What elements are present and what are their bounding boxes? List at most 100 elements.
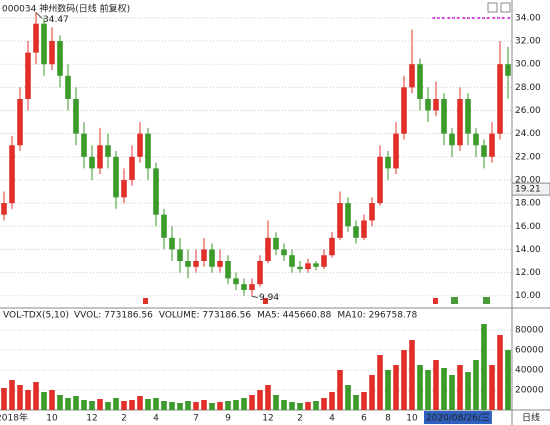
candle-body: [217, 261, 223, 267]
volume-bar: [369, 375, 375, 410]
x-tick-label: 7: [193, 414, 199, 424]
y-tick-label: 12.00: [515, 268, 541, 278]
volume-bar: [17, 385, 23, 410]
y-tick-label: 40000: [515, 366, 544, 376]
candle-body: [49, 41, 55, 65]
volume-bar: [185, 401, 191, 410]
candle-body: [225, 261, 231, 279]
event-icon: [143, 298, 148, 304]
volume-bar: [425, 370, 431, 410]
volume-bar: [217, 402, 223, 410]
volume-bar: [169, 402, 175, 410]
volume-bar: [433, 360, 439, 410]
volume-bar: [41, 392, 47, 410]
button[interactable]: [500, 2, 511, 13]
y-tick-label: 22.00: [515, 152, 541, 162]
volume-bar: [401, 350, 407, 410]
volume-bar: [193, 402, 199, 410]
candle-body: [409, 64, 415, 88]
volume-bar: [57, 395, 63, 410]
volume-bar: [353, 395, 359, 410]
volume-bar: [481, 324, 487, 410]
volume-bar: [281, 400, 287, 410]
volume-bar: [137, 396, 143, 410]
x-tick-label: 4: [329, 414, 335, 424]
candle-body: [433, 98, 439, 111]
x-tick-label: 9: [225, 414, 231, 424]
volume-bar: [129, 400, 135, 410]
candle-body: [177, 249, 183, 262]
x-tick-label: 12: [86, 414, 97, 424]
annotation-leader: [251, 295, 259, 298]
x-tick-label: 10: [46, 414, 58, 424]
y-tick-label: 80000: [515, 326, 544, 336]
x-tick-label: 12: [262, 414, 273, 424]
candle-body: [137, 133, 143, 157]
volume-bar: [97, 399, 103, 410]
candle-body: [73, 98, 79, 134]
candle-body: [505, 64, 511, 76]
volume-bar: [441, 368, 447, 410]
volume-bar: [497, 335, 503, 410]
chart-title: 000034 神州数码(日线 前复权): [2, 3, 130, 15]
x-tick-label: 8: [385, 414, 391, 424]
button[interactable]: [487, 2, 498, 13]
candle-body: [345, 203, 351, 227]
candle-body: [449, 133, 455, 146]
volume-bar: [121, 401, 127, 410]
y-tick-label: 34.00: [515, 13, 541, 23]
panel-title: VOL-TDX(5,10): [3, 311, 69, 321]
volume-bar: [393, 365, 399, 410]
volume-bar: [305, 402, 311, 410]
event-icon: [483, 297, 490, 304]
candle-body: [305, 263, 311, 270]
annotation-leader: [35, 12, 43, 19]
candle-body: [481, 145, 487, 157]
candle-body: [281, 249, 287, 256]
candle-body: [401, 87, 407, 134]
candle-body: [441, 98, 447, 134]
candle-body: [129, 156, 135, 180]
volume-bar: [161, 401, 167, 410]
event-icon: [451, 297, 458, 304]
volume-bar: [113, 398, 119, 410]
candle-body: [329, 237, 335, 256]
candle-body: [1, 203, 7, 215]
volume-bar: [385, 370, 391, 410]
volume-bar: [257, 390, 263, 410]
volume-bar: [177, 403, 183, 410]
candle-body: [377, 156, 383, 204]
candle-body: [113, 156, 119, 198]
y-tick-label: 20.00: [515, 175, 541, 185]
candle-body: [105, 145, 111, 157]
indicator-label: VOLUME: 773186.56: [159, 311, 252, 321]
y-tick-label: 16.00: [515, 222, 541, 232]
candle-body: [289, 255, 295, 267]
x-tick-label: 4: [153, 414, 159, 424]
last-price-box: [511, 182, 550, 196]
candle-body: [17, 98, 23, 146]
volume-bar: [457, 365, 463, 410]
candle-body: [185, 261, 191, 267]
y-tick-label: 26.00: [515, 106, 541, 116]
indicator-label: MA10: 296758.78: [337, 311, 417, 321]
volume-bar: [289, 402, 295, 410]
y-tick-label: 28.00: [515, 83, 541, 93]
y-tick-label: 60000: [515, 346, 544, 356]
volume-bar: [489, 365, 495, 410]
volume-bar: [209, 403, 215, 410]
candle-body: [353, 226, 359, 238]
candle-body: [241, 284, 247, 290]
y-tick-label: 10.00: [515, 291, 541, 301]
volume-bar: [201, 400, 207, 410]
volume-bar: [505, 350, 511, 410]
volume-bar: [465, 372, 471, 410]
volume-bar: [345, 385, 351, 410]
volume-bar: [361, 392, 367, 410]
candle-body: [97, 145, 103, 169]
candle-body: [209, 249, 215, 267]
candle-body: [465, 98, 471, 134]
candle-body: [457, 98, 463, 146]
candle-body: [81, 133, 87, 157]
